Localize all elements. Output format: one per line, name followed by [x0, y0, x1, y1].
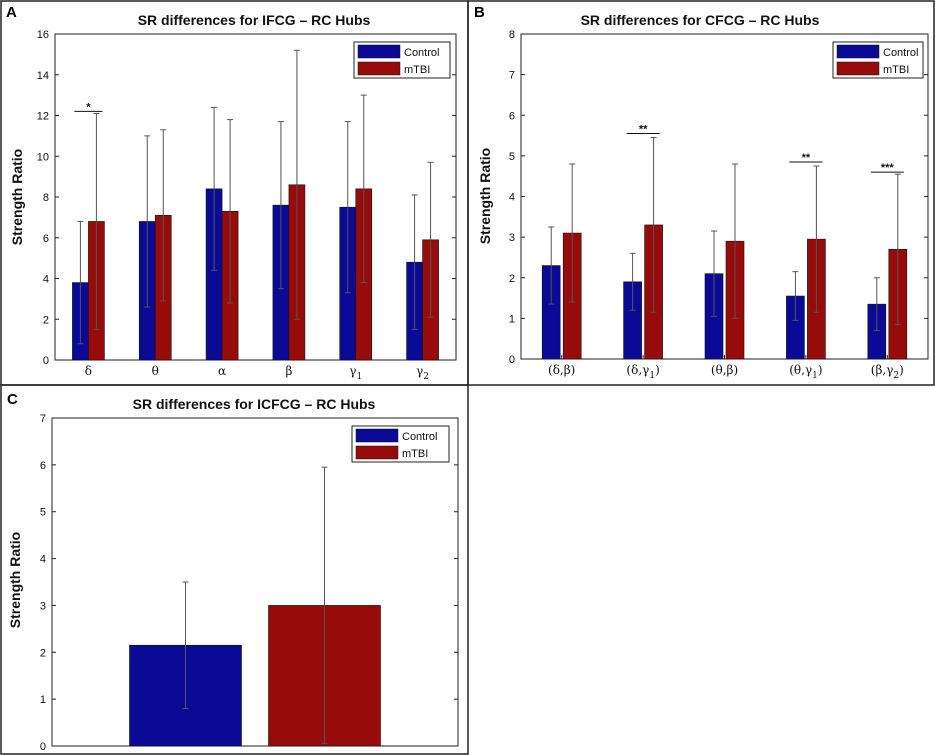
panel-b-border	[467, 0, 935, 386]
panel-a-xtick-label: β	[285, 364, 292, 378]
panel-b-ytick-label: 3	[509, 232, 515, 244]
panel-b-significance-label: ***	[881, 162, 895, 174]
panel-a-xtick-label: α	[218, 364, 226, 378]
panel-a-plot-box	[54, 33, 457, 361]
panel-a-ytick-label: 2	[43, 314, 49, 326]
panel-b-title: SR differences for CFCG – RC Hubs	[581, 12, 820, 28]
panel-c-ytick-label: 4	[40, 554, 46, 566]
panel-a-legend: Control mTBI	[353, 41, 451, 79]
panel-a-significance-label: *	[86, 101, 91, 113]
panel-a-ytick-label: 12	[37, 111, 49, 123]
panel-b-ytick-label: 4	[509, 192, 515, 204]
panel-c-bars	[129, 466, 381, 747]
panel-c-ytick-label: 3	[40, 600, 46, 612]
panel-c-ytick-label: 5	[40, 507, 46, 519]
panel-b-bars: *******	[541, 124, 908, 360]
panel-a-xtick-label: θ	[152, 364, 159, 378]
panel-c-plot-box	[51, 417, 459, 747]
panel-a-legend-label-mtbi: mTBI	[404, 64, 430, 76]
panel-b-ytick-label: 5	[509, 151, 515, 163]
panel-a-xtick-label: γ2	[416, 364, 429, 382]
panel-b-xtick-label: (δ,γ1)	[626, 363, 659, 381]
panel-c-ylabel: Strength Ratio	[7, 532, 23, 628]
panel-a-ytick-label: 4	[43, 274, 49, 286]
panel-b-legend: Control mTBI	[832, 41, 924, 79]
panel-c-legend-label-control: Control	[402, 431, 437, 443]
panel-b-ytick-label: 1	[509, 313, 515, 325]
panel-c-ytick-label: 0	[40, 741, 46, 753]
panel-a-title: SR differences for IFCG – RC Hubs	[138, 12, 371, 28]
panel-b-letter: B	[474, 4, 485, 21]
panel-b-legend-swatch-mtbi	[836, 61, 880, 76]
panel-b-chart: SR differences for CFCG – RC Hubs Streng…	[477, 12, 929, 381]
panel-a-ytick-label: 0	[43, 355, 49, 367]
panel-a-letter: A	[6, 4, 17, 21]
panel-c-legend: Control mTBI	[351, 425, 450, 463]
panel-a-ytick-label: 8	[43, 192, 49, 204]
panel-c-ytick-label: 7	[40, 413, 46, 425]
panel-a-ytick-label: 14	[37, 70, 49, 82]
panel-a-chart: SR differences for IFCG – RC Hubs Streng…	[9, 12, 457, 382]
panel-b-plot-box	[520, 33, 929, 360]
panel-c-title: SR differences for ICFCG – RC Hubs	[133, 396, 376, 412]
panel-b-xtick-label: (δ,β)	[548, 363, 575, 377]
panel-a-xtick-label: γ1	[349, 364, 362, 382]
panel-c-ytick-label: 2	[40, 647, 46, 659]
panel-a-legend-swatch-mtbi	[357, 61, 401, 76]
panel-b-xtick-label: (θ,γ1)	[789, 363, 822, 381]
panel-a-ytick-label: 6	[43, 233, 49, 245]
panel-b-ytick-label: 2	[509, 273, 515, 285]
panel-c-border	[0, 384, 469, 755]
panel-c-chart: SR differences for ICFCG – RC Hubs Stren…	[7, 396, 459, 753]
panel-b-significance-label: **	[639, 124, 648, 136]
panel-b-legend-label-control: Control	[883, 47, 918, 59]
panel-a-bars: *	[72, 49, 439, 361]
panel-b-xtick-label: (β,γ2)	[871, 363, 904, 381]
panel-c-ytick-label: 1	[40, 694, 46, 706]
panel-b-ytick-label: 6	[509, 110, 515, 122]
panel-a-ytick-label: 10	[37, 151, 49, 163]
panel-b-legend-swatch-control	[836, 44, 880, 59]
panel-a-ylabel: Strength Ratio	[9, 149, 25, 245]
panel-b-ytick-label: 0	[509, 354, 515, 366]
panel-a-legend-label-control: Control	[404, 47, 439, 59]
panel-b-significance-label: **	[802, 152, 811, 164]
panel-c-ytick-label: 6	[40, 460, 46, 472]
panel-c-axes: 0 1 2 3 4 5 6 7	[40, 413, 459, 753]
panel-a-xtick-label: δ	[85, 364, 92, 378]
panel-b-legend-label-mtbi: mTBI	[883, 64, 909, 76]
panel-a-legend-swatch-control	[357, 44, 401, 59]
panel-b-ytick-label: 8	[509, 29, 515, 41]
panel-c-legend-swatch-mtbi	[355, 445, 399, 460]
panel-c-letter: C	[7, 391, 18, 408]
panel-b-xtick-label: (θ,β)	[711, 363, 738, 377]
panel-b-ylabel: Strength Ratio	[477, 148, 493, 244]
panel-a-ytick-label: 16	[37, 29, 49, 41]
panel-c-legend-label-mtbi: mTBI	[402, 448, 428, 460]
panel-b-ytick-label: 7	[509, 70, 515, 82]
panel-c-legend-swatch-control	[355, 428, 399, 443]
